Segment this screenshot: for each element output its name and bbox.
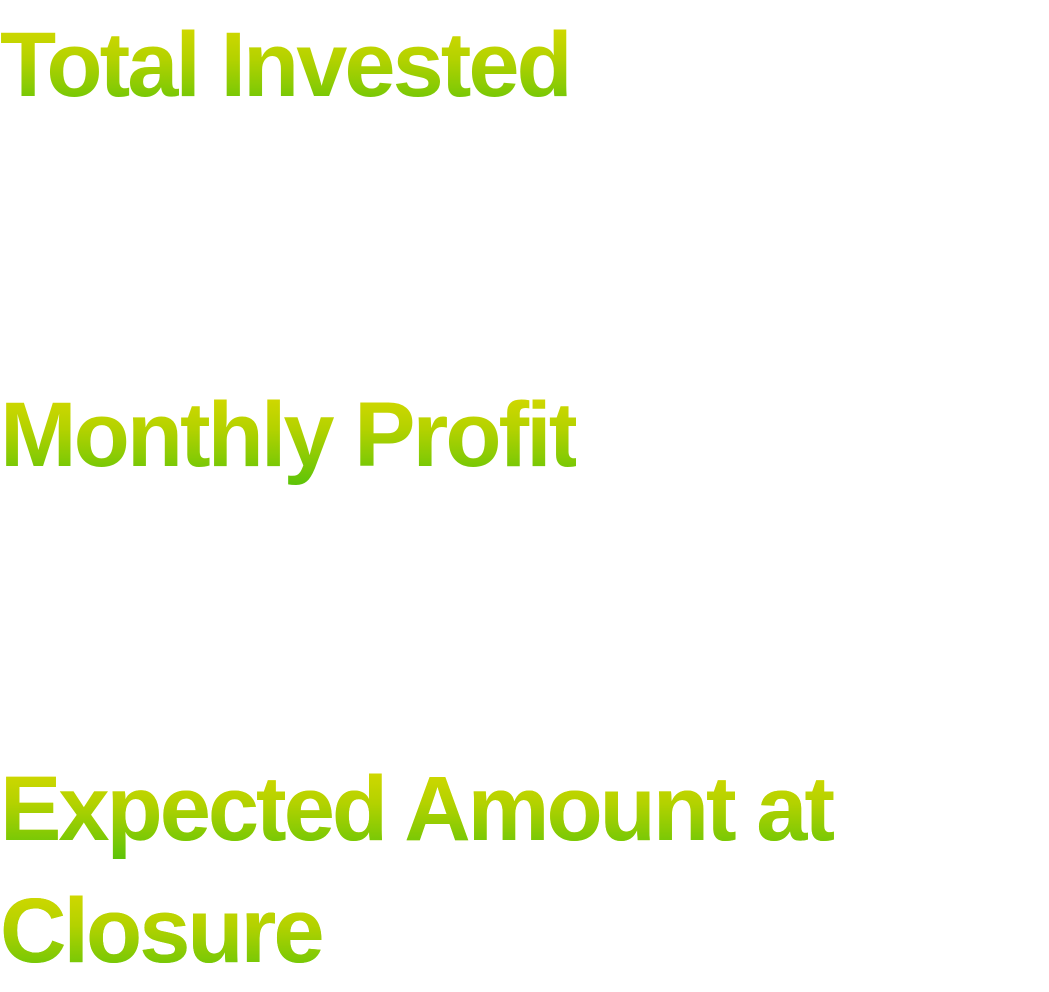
expected-amount-label-line-1: Expected Amount at — [0, 748, 1000, 870]
total-invested-label: Total Invested — [0, 4, 573, 126]
expected-amount-at-closure-label: Expected Amount at Closure — [0, 748, 1000, 992]
monthly-profit-label: Monthly Profit — [0, 374, 579, 496]
expected-amount-label-line-2: Closure — [0, 870, 1000, 992]
